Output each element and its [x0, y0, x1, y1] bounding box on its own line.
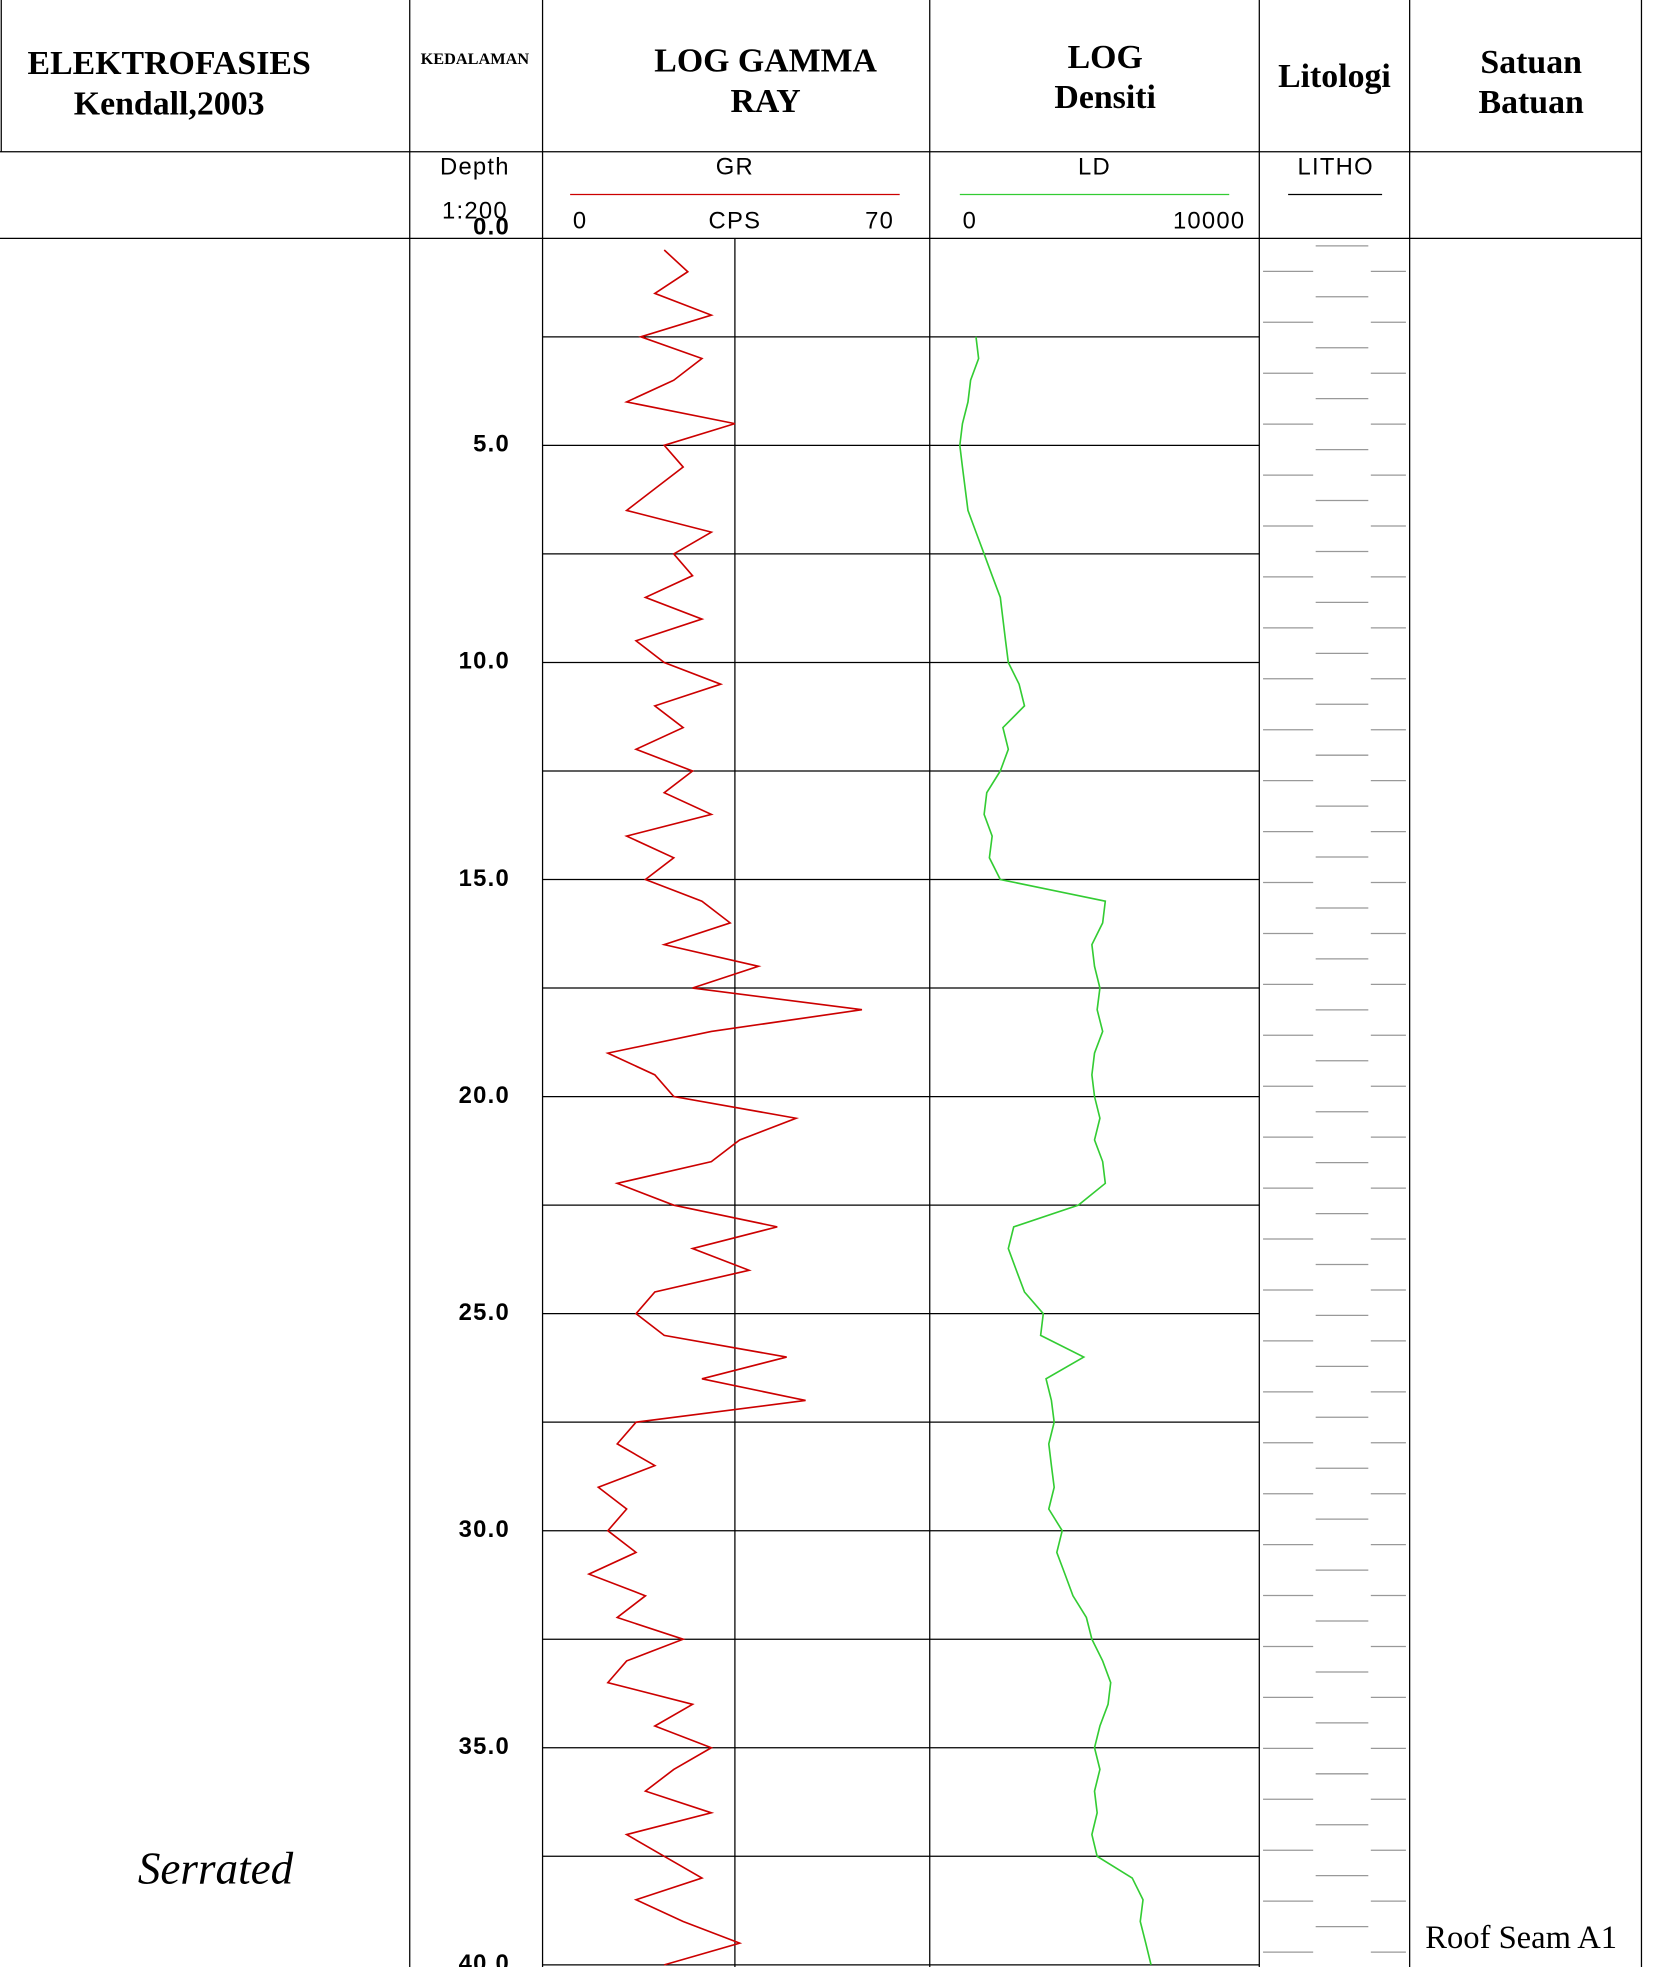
- depth-tick-label: 35.0: [459, 1733, 510, 1760]
- depth-tick-label: 20.0: [459, 1082, 510, 1109]
- depth-tick-label: 30.0: [459, 1516, 510, 1543]
- plot-area: [542, 238, 1406, 1967]
- track-title: LITHO: [1298, 153, 1374, 180]
- track-title: GR: [716, 153, 754, 180]
- depth-tick-label: 10.0: [459, 648, 510, 675]
- header-title: RAY: [731, 83, 801, 120]
- header-title: Litologi: [1278, 58, 1391, 95]
- depth-tick-label: 0.0: [473, 214, 510, 241]
- header-title: Kendall,2003: [74, 85, 265, 122]
- depth-label: Depth: [440, 153, 510, 180]
- depth-tick-label: 40.0: [459, 1950, 510, 1967]
- header-title: LOG: [1068, 39, 1143, 76]
- depth-tick-label: 5.0: [473, 431, 510, 458]
- log-curve: [959, 336, 1152, 1966]
- track-title: LD: [1078, 153, 1111, 180]
- header-title: LOG GAMMA: [654, 43, 877, 80]
- header-title: Batuan: [1479, 84, 1584, 121]
- unit-label: CPS: [709, 207, 762, 234]
- annotation: Serrated: [138, 1843, 294, 1893]
- annotation: Roof Seam A1: [1425, 1920, 1617, 1956]
- scale-max: 70: [865, 207, 894, 234]
- log-curve: [586, 249, 863, 1966]
- scale-min: 0: [573, 207, 587, 234]
- header-title: Satuan: [1480, 44, 1582, 81]
- header-title: KEDALAMAN: [421, 49, 530, 68]
- scale-min: 0: [963, 207, 977, 234]
- scale-max: 10000: [1173, 207, 1245, 234]
- header-title: Densiti: [1054, 79, 1155, 116]
- header-title: ELEKTROFASIES: [28, 45, 311, 82]
- depth-tick-label: 25.0: [459, 1299, 510, 1326]
- depth-tick-label: 15.0: [459, 865, 510, 892]
- scale-label: 1:200: [442, 197, 508, 224]
